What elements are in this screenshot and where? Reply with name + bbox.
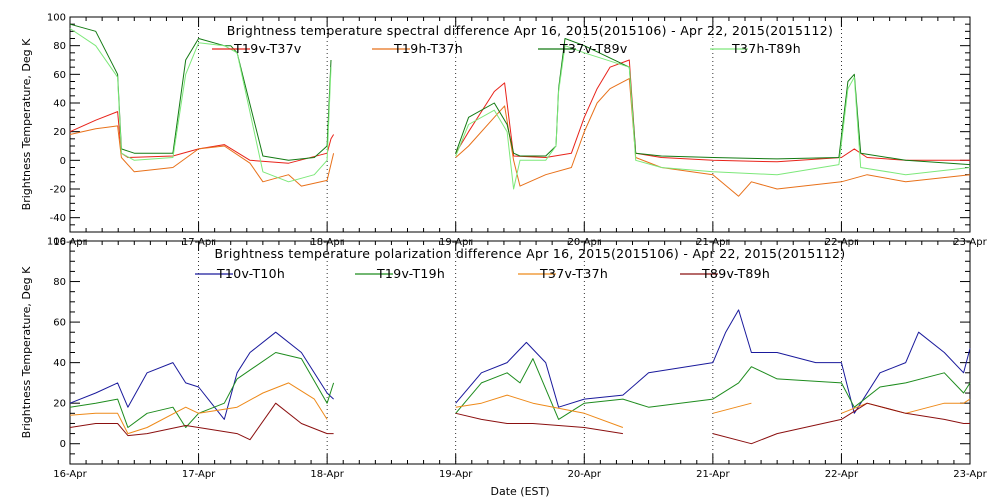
ytick-label: 80 [53, 277, 66, 288]
series-line-T37v-T89v [69, 23, 971, 166]
series-line-T89v-T89h [69, 402, 970, 445]
ytick-label: 100 [47, 13, 66, 24]
xtick-label: 23-Apr [953, 469, 987, 480]
series-line-T37h-T89h [69, 28, 971, 190]
y-axis-label: Brightness Temperature, Deg K [20, 38, 33, 210]
x-axis-label: Date (EST) [490, 485, 549, 498]
xtick-label: 17-Apr [182, 469, 216, 480]
ytick-label: -40 [50, 213, 66, 224]
xtick-label: 18-Apr [310, 469, 344, 480]
y-axis-label: Brightness Temperature, Deg K [20, 266, 33, 438]
xtick-label: 21-Apr [696, 469, 730, 480]
series-line-T37v-T37h [69, 382, 971, 435]
legend-label: T37v-T89v [559, 41, 628, 56]
ytick-label: -20 [50, 185, 66, 196]
ytick-label: 100 [47, 237, 66, 248]
legend-label: T89v-T89h [701, 266, 770, 281]
ytick-label: 60 [53, 318, 66, 329]
legend-label: T37v-T37h [539, 266, 608, 281]
series-line-T10v-T10h [69, 309, 971, 420]
polarization-difference-panel: 0 20 40 60 80 100 16-Apr 17-Apr 18-Apr 19-Apr 20-A… [20, 237, 988, 481]
ytick-label: 0 [60, 439, 66, 450]
chart-title: Brightness temperature spectral differen… [227, 23, 833, 38]
legend-label: T37h-T89h [731, 41, 801, 56]
ytick-label: 40 [53, 99, 66, 110]
legend-label: T19h-T37h [393, 41, 463, 56]
ytick-label: 20 [53, 127, 66, 138]
legend-label: T19v-T19h [376, 266, 445, 281]
xtick-label: 16-Apr [53, 469, 87, 480]
xtick-label: 22-Apr [825, 469, 859, 480]
chart-title: Brightness temperature polarization diff… [215, 246, 846, 261]
series-line-T19h-T37h [69, 78, 971, 197]
xtick-label: 20-Apr [568, 469, 602, 480]
plot-frame [69, 16, 971, 233]
ytick-label: 0 [60, 156, 66, 167]
legend-label: T10v-T10h [216, 266, 285, 281]
ytick-label: 40 [53, 358, 66, 369]
ytick-label: 60 [53, 70, 66, 81]
ytick-label: 80 [53, 41, 66, 52]
ytick-label: 20 [53, 399, 66, 410]
series-line-T19v-T19h [69, 352, 971, 428]
xtick-label: 19-Apr [439, 469, 473, 480]
legend-label: T19v-T37v [233, 41, 302, 56]
